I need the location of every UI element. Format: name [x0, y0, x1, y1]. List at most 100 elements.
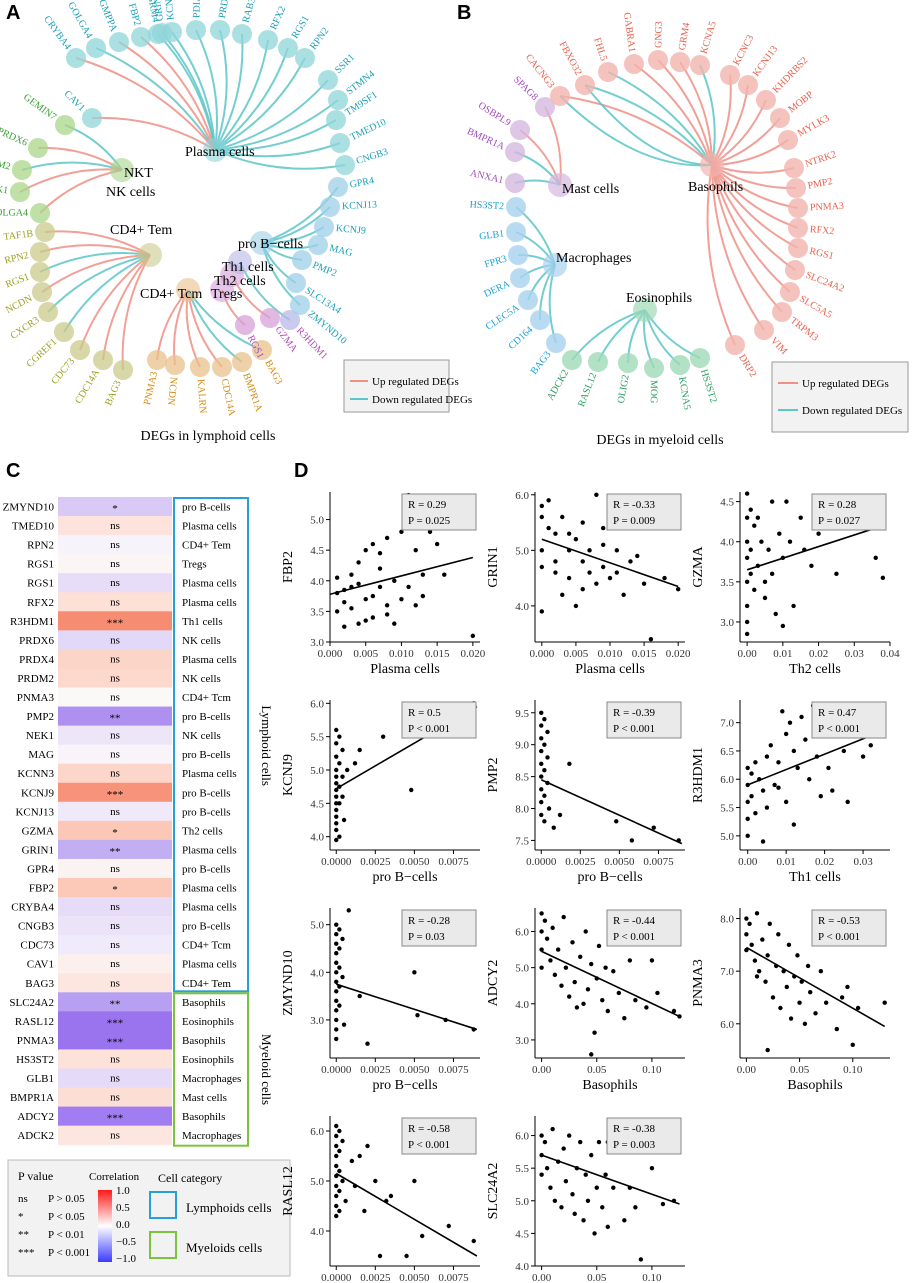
- data-point: [337, 1003, 342, 1008]
- x-tick-label: 0.0025: [360, 856, 391, 868]
- data-point: [357, 1153, 362, 1159]
- heatmap-cell: [58, 763, 172, 784]
- gene-label: BMPR1A: [240, 372, 264, 414]
- gene-node: [562, 350, 582, 370]
- data-point: [545, 755, 550, 760]
- hub-node: [138, 243, 162, 267]
- data-point: [539, 548, 545, 553]
- gene-label: FBP2: [126, 2, 143, 27]
- data-point: [334, 801, 339, 806]
- data-point: [334, 1036, 339, 1042]
- data-point: [783, 731, 789, 737]
- x-tick-label: 0.03: [853, 856, 873, 868]
- data-point: [539, 799, 544, 805]
- gene-label: KCNA5: [676, 376, 692, 411]
- gene-node: [235, 315, 255, 335]
- row-gene-label: ADCK2: [17, 1130, 54, 1142]
- hub-label: Plasma cells: [185, 145, 255, 160]
- network-edge: [39, 244, 151, 256]
- data-point: [662, 575, 667, 581]
- x-tick-label: 0.03: [845, 648, 865, 660]
- data-point: [807, 777, 812, 782]
- colorbar-tick: 0.0: [116, 1219, 130, 1231]
- network-edge: [559, 95, 713, 167]
- data-point: [334, 1027, 339, 1032]
- y-tick-label: 8.0: [720, 914, 734, 926]
- significance-label: ***: [107, 1017, 124, 1029]
- data-point: [356, 560, 361, 565]
- network-edge: [39, 252, 151, 273]
- stats-box: [401, 701, 477, 739]
- stats-box: [811, 909, 887, 947]
- data-point: [384, 535, 390, 541]
- regression-line: [541, 1154, 680, 1205]
- data-point: [349, 572, 354, 577]
- data-point: [786, 942, 792, 948]
- network-edge: [91, 116, 216, 151]
- row-gene-label: PNMA3: [17, 692, 55, 704]
- data-point: [797, 1000, 802, 1005]
- network-edge: [102, 254, 151, 361]
- data-point: [377, 566, 383, 571]
- data-point: [754, 974, 760, 979]
- data-point: [384, 612, 390, 617]
- significance-label: ns: [110, 958, 120, 970]
- data-point: [747, 921, 752, 926]
- data-point: [542, 1139, 548, 1145]
- gene-label: GPR4: [349, 175, 375, 190]
- data-point: [780, 709, 785, 714]
- row-cell-label: Macrophages: [182, 1073, 241, 1085]
- data-point: [539, 761, 544, 767]
- data-point: [581, 1001, 586, 1006]
- gene-node: [772, 302, 792, 322]
- data-point: [752, 523, 757, 528]
- gene-node: [770, 108, 790, 128]
- data-point: [553, 531, 558, 536]
- panel-b-legend: Up regulated DEGs Down regulated DEGs: [771, 361, 909, 433]
- gene-label: MOG: [648, 380, 659, 403]
- pvalue-legend-text: P < 0.05: [48, 1211, 85, 1223]
- hub-label: Eosinophils: [626, 291, 692, 306]
- data-point: [334, 931, 339, 937]
- data-point: [343, 1198, 348, 1204]
- row-gene-label: RPN2: [27, 540, 54, 552]
- hub-node: [110, 158, 134, 182]
- row-gene-label: RASL12: [15, 1016, 54, 1028]
- gene-label: DERA: [482, 278, 512, 300]
- y-tick-label: 3.0: [720, 617, 734, 629]
- heatmap-cell: [58, 1087, 172, 1108]
- gene-node: [308, 235, 328, 255]
- data-point: [555, 947, 561, 952]
- data-point: [370, 541, 376, 547]
- row-gene-label: HS3ST2: [16, 1054, 54, 1066]
- heatmap-cell: [58, 1011, 172, 1031]
- row-cell-label: Basophils: [182, 997, 225, 1009]
- p-value: P < 0.001: [613, 931, 655, 943]
- data-point: [580, 559, 585, 564]
- gene-node: [738, 75, 758, 95]
- gene-node: [131, 27, 151, 47]
- data-point: [334, 970, 339, 975]
- data-point: [748, 571, 753, 577]
- stats-box: [811, 493, 887, 531]
- significance-label: ns: [110, 920, 120, 932]
- gene-node: [508, 245, 528, 265]
- significance-label: ns: [110, 730, 120, 742]
- gene-label: RFX2: [809, 224, 834, 237]
- gene-node: [32, 282, 52, 302]
- row-gene-label: KCNJ9: [21, 787, 55, 799]
- data-point: [553, 570, 558, 575]
- regression-line: [541, 950, 680, 1018]
- data-point: [334, 998, 339, 1004]
- hub-label: CD4+ Tem: [110, 223, 172, 238]
- data-point: [744, 515, 750, 520]
- gene-node: [328, 177, 348, 197]
- x-tick-label: 0.000: [318, 648, 343, 660]
- gene-node: [505, 173, 525, 193]
- gene-node: [295, 48, 315, 68]
- gene-node: [260, 308, 280, 328]
- data-point: [616, 990, 622, 996]
- gene-node: [756, 90, 776, 110]
- up-legend-text: Up regulated DEGs: [802, 378, 889, 390]
- heatmap-cell: [58, 1049, 172, 1069]
